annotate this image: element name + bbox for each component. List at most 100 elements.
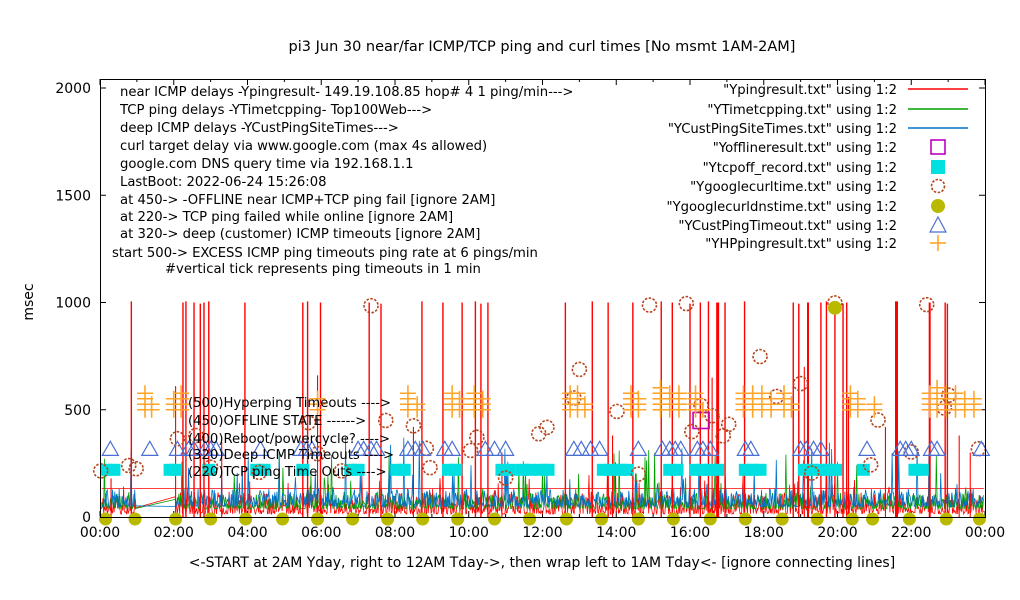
legend-note: at 450-> -OFFLINE near ICMP+TCP ping fai…	[120, 193, 495, 208]
dns-time-dot	[666, 512, 680, 526]
tcp-off-square	[670, 463, 684, 476]
legend-entry-label: "YHPpingresult.txt" using 1:2	[705, 237, 897, 252]
dns-time-dot	[595, 512, 608, 526]
tick-labels: 00:00 02:00 04:00 06:00 08:00 10:00 12:00 14:00…	[55, 81, 1005, 541]
curl-time-circle	[684, 423, 700, 440]
legend: near ICMP delays -Ypingresult- 149.19.10…	[112, 83, 968, 277]
x-tick-label: 16:00	[670, 525, 710, 541]
curl-time-circle	[377, 412, 394, 429]
timeout-triangle	[590, 440, 609, 456]
dns-time-dot	[845, 512, 859, 526]
dns-time-dot	[631, 512, 645, 526]
x-tick-label: 22:00	[891, 525, 931, 541]
timeout-triangle	[251, 440, 270, 456]
legend-open-circle-swatch	[930, 178, 946, 194]
x-tick-label: 10:00	[449, 525, 489, 541]
timeout-triangle	[443, 440, 462, 456]
legend-note: at 220-> TCP ping failed while online [i…	[120, 210, 453, 225]
curl-time-circle	[405, 418, 422, 434]
curl-time-circle	[609, 403, 625, 420]
curl-time-circle	[941, 387, 957, 403]
timeout-triangle	[302, 440, 322, 456]
level-annotation: (500)Hyperping Timeouts ---->	[188, 396, 391, 411]
timeout-triangle	[736, 440, 755, 456]
timeout-triangle	[972, 440, 991, 456]
x-tick-label: 08:00	[375, 525, 415, 541]
curl-time-circle	[539, 419, 555, 436]
x-tick-label: 18:00	[744, 525, 784, 541]
timeout-triangle	[811, 440, 830, 456]
timeout-triangle	[741, 440, 760, 456]
curl-time-circle	[918, 296, 935, 313]
y-axis-label: msec	[21, 283, 37, 320]
timeout-triangle	[701, 440, 720, 456]
legend-entry-label: "Ypingresult.txt" using 1:2	[723, 83, 897, 98]
legend-note: at 320-> deep (customer) ICMP timeouts […	[120, 227, 480, 242]
dns-time-dot	[738, 512, 752, 526]
dns-time-dot	[99, 512, 113, 526]
dns-time-dot	[128, 512, 142, 526]
timeout-triangle	[581, 440, 600, 456]
curl-time-circle	[469, 429, 485, 446]
timeout-triangle	[928, 440, 947, 456]
offline-state-marker	[692, 411, 710, 430]
curl-time-circle	[720, 416, 737, 433]
x-tick-label: 04:00	[227, 525, 267, 541]
dns-time-dot	[775, 512, 789, 526]
curl-time-circle	[462, 442, 479, 459]
tcp-off-square	[829, 463, 843, 476]
tcp-off-square	[753, 463, 767, 476]
legend-note: google.com DNS query time via 192.168.1.…	[120, 157, 413, 172]
dns-time-dot	[559, 512, 573, 526]
legend-note: deep ICMP delays -YCustPingSiteTimes--->	[120, 121, 399, 136]
dns-time-dot	[346, 512, 360, 526]
curl-time-circle	[188, 427, 204, 444]
curl-time-circle	[202, 459, 219, 476]
dns-time-high-dot	[827, 300, 842, 315]
x-tick-label: 06:00	[301, 525, 341, 541]
dns-time-dot	[866, 512, 880, 526]
timeout-triangle	[476, 440, 495, 456]
timeout-triangle	[629, 440, 648, 456]
timeout-triangle	[671, 440, 690, 456]
y-tick-label: 500	[64, 403, 91, 419]
dns-time-dot	[902, 512, 916, 526]
timeout-triangle	[922, 440, 941, 456]
timeout-triangle	[413, 440, 432, 456]
legend-note: near ICMP delays -Ypingresult- 149.19.10…	[120, 85, 573, 100]
tcp-off-square	[711, 463, 725, 476]
legend-note: #vertical tick represents ping timeouts …	[165, 262, 481, 277]
tcp-off-square	[541, 463, 555, 476]
x-axis-caption: <-START at 2AM Yday, right to 12AM Tday-…	[189, 555, 895, 571]
timeout-triangle	[496, 440, 515, 456]
curl-time-circle	[704, 407, 720, 424]
curl-time-circle	[792, 375, 809, 392]
curl-time-circle	[862, 457, 879, 473]
curl-time-circle	[630, 466, 647, 482]
curl-time-circle	[903, 444, 920, 460]
legend-entry-label: "Ytcpoff_record.txt" using 1:2	[703, 161, 897, 176]
x-tick-label: 00:00	[965, 525, 1005, 541]
curl-time-circle	[571, 361, 588, 378]
level-annotation: (450)OFFLINE STATE ------>	[188, 414, 366, 429]
timeout-triangle	[184, 440, 204, 456]
dns-time-dot	[381, 512, 395, 526]
dns-time-dot	[169, 512, 183, 526]
legend-entry-label: "YCustPingSiteTimes.txt" using 1:2	[668, 122, 897, 137]
tcp-off-square	[169, 463, 183, 476]
timeout-triangle	[572, 440, 591, 456]
level-annotation: (320)Deep ICMP Timeouts ---->	[188, 448, 394, 463]
timeout-triangle	[101, 440, 120, 456]
dns-time-dot	[972, 512, 986, 526]
level-annotation: (400)Reboot/powercycle? ---->	[188, 432, 390, 447]
timeout-triangle	[902, 440, 921, 456]
curl-time-circle	[752, 348, 768, 365]
dns-time-markers	[99, 300, 986, 526]
y-tick-label: 0	[82, 510, 91, 526]
legend-entry-label: "YTimetcpping.txt" using 1:2	[707, 103, 897, 118]
dns-time-dot	[939, 512, 953, 526]
dns-time-dot	[488, 512, 502, 526]
curl-time-circle	[169, 430, 186, 447]
timeout-triangle	[367, 440, 386, 456]
y-tick-label: 1500	[55, 188, 91, 204]
